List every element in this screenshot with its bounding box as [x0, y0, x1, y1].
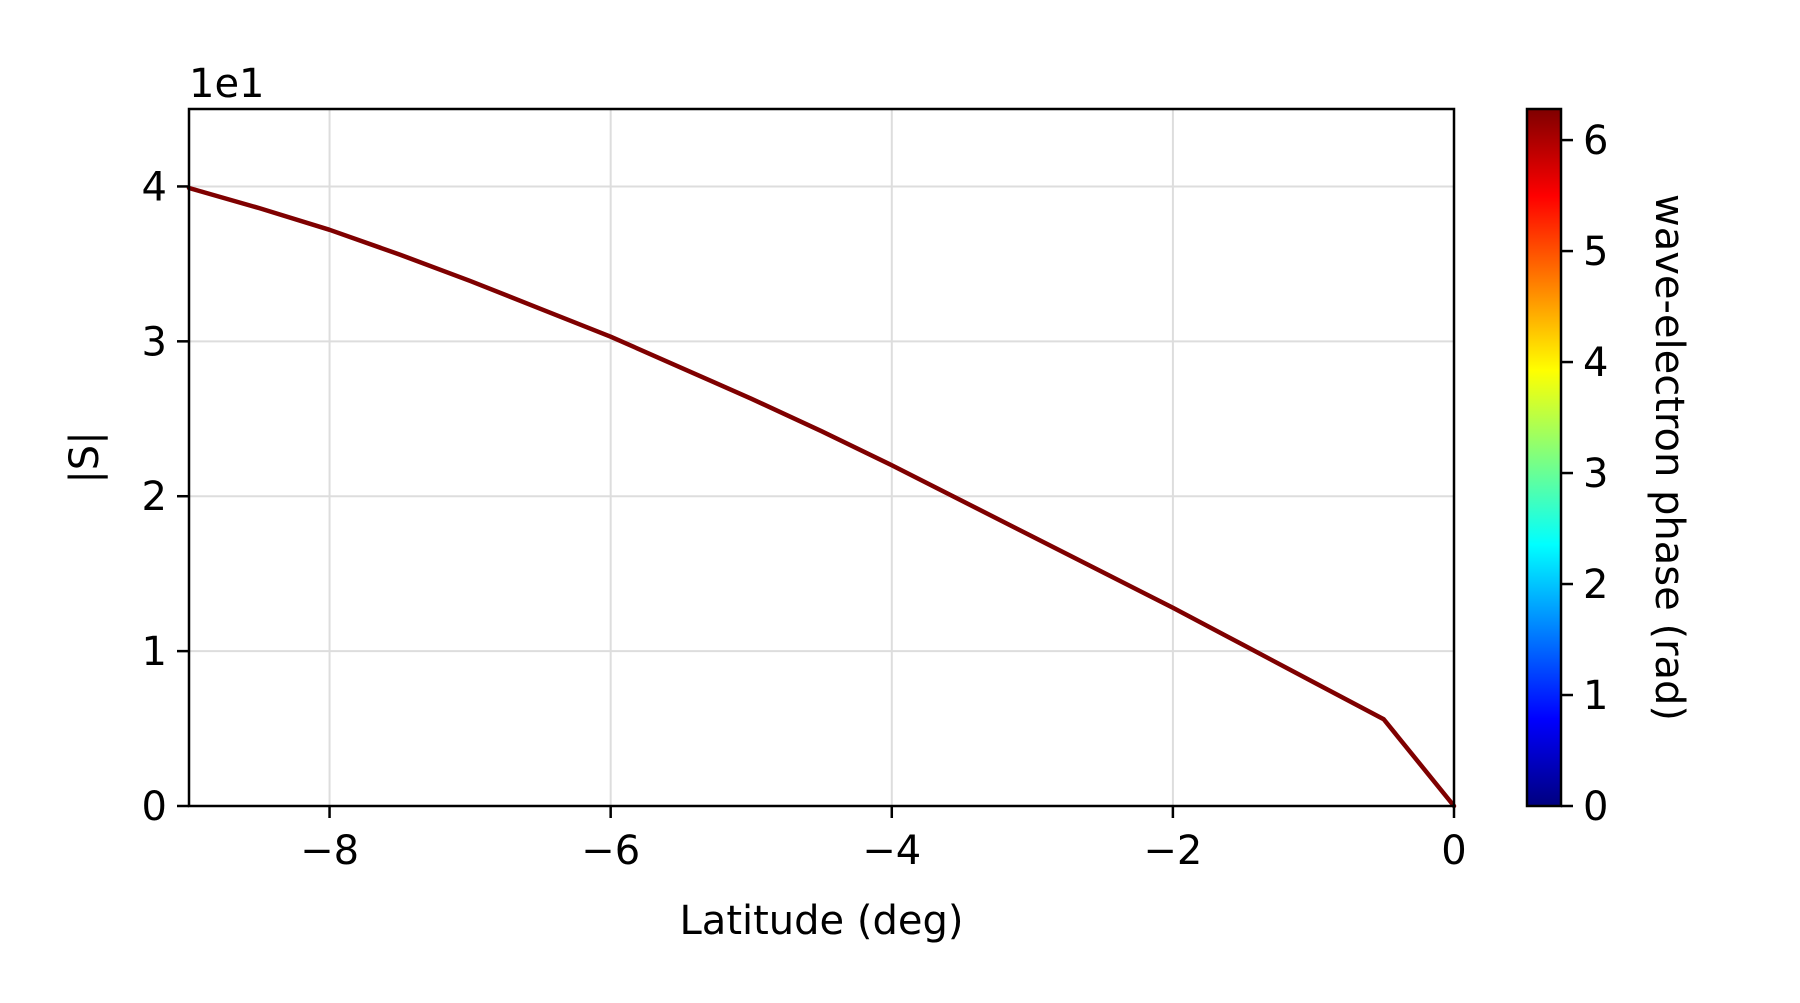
- x-axis: −8 −6 −4 −2 0: [300, 806, 1467, 874]
- colorbar-gradient: [1525, 107, 1563, 808]
- y-tick-label: 3: [142, 319, 167, 365]
- colorbar-tick-label: 3: [1583, 451, 1608, 497]
- grid: [189, 109, 1455, 807]
- x-tick-label: −2: [1143, 828, 1202, 874]
- y-offset-label: 1e1: [189, 61, 265, 107]
- y-axis: 0 1 2 3 4: [142, 164, 189, 830]
- colorbar-tick-label: 2: [1583, 562, 1608, 608]
- y-tick-label: 2: [142, 474, 167, 520]
- y-axis-title: |S|: [62, 431, 108, 483]
- colorbar-tick-label: 1: [1583, 673, 1608, 719]
- x-tick-label: −6: [581, 828, 640, 874]
- x-tick-label: 0: [1441, 828, 1466, 874]
- series-line: [186, 185, 1457, 809]
- colorbar-tick-label: 6: [1583, 118, 1608, 164]
- colorbar-tick-label: 4: [1583, 340, 1608, 386]
- x-tick-label: −8: [300, 828, 359, 874]
- colorbar: 0 1 2 3 4 5 6: [1525, 107, 1608, 830]
- y-tick-label: 4: [142, 164, 167, 210]
- colorbar-tick-label: 5: [1583, 229, 1608, 275]
- x-tick-label: −4: [862, 828, 921, 874]
- series-layer: [186, 185, 1457, 809]
- x-axis-title: Latitude (deg): [680, 898, 964, 944]
- colorbar-title: wave-electron phase (rad): [1646, 194, 1692, 721]
- y-tick-label: 0: [142, 784, 167, 830]
- plot-area: [187, 107, 1456, 808]
- colorbar-tick-label: 0: [1583, 784, 1608, 830]
- y-tick-label: 1: [142, 629, 167, 675]
